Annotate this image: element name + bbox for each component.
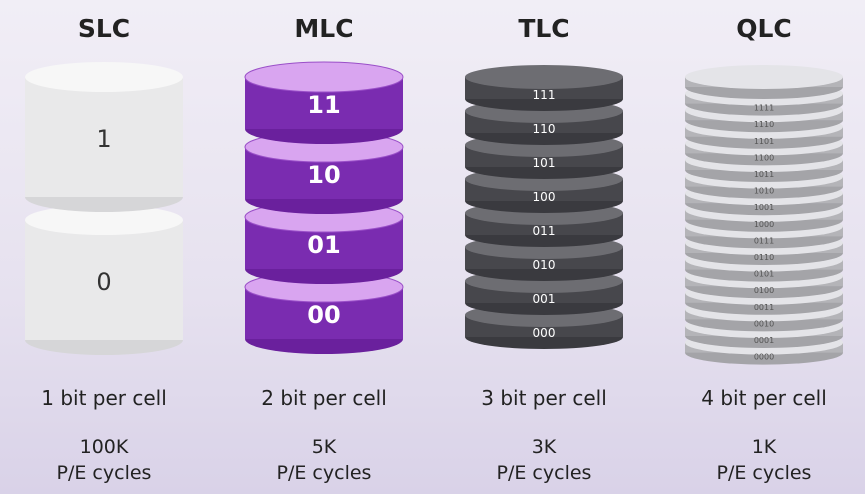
level-label: 11 bbox=[307, 91, 340, 119]
level-label: 001 bbox=[533, 292, 556, 306]
pe-cycles-value: 3K bbox=[531, 436, 557, 458]
level-label: 01 bbox=[307, 231, 340, 259]
column-title: SLC bbox=[77, 14, 131, 43]
level-label: 1011 bbox=[754, 170, 774, 179]
level-label: 011 bbox=[533, 224, 556, 238]
cell-level-disk: 1 bbox=[25, 62, 183, 212]
level-label: 0001 bbox=[754, 336, 774, 345]
level-label: 111 bbox=[533, 88, 556, 102]
level-label: 1100 bbox=[754, 153, 774, 162]
pe-cycles-label: P/E cycles bbox=[276, 462, 372, 484]
level-label: 0 bbox=[96, 268, 111, 296]
cell-level-disk: 11 bbox=[244, 61, 404, 144]
level-label: 1101 bbox=[754, 137, 774, 146]
level-label: 0000 bbox=[754, 353, 774, 362]
column-mlc: MLC 2 bit per cell 5K P/E cycles bbox=[214, 0, 434, 494]
level-label: 1110 bbox=[754, 120, 774, 129]
cell-level-disk: 111 bbox=[465, 65, 623, 111]
pe-cycles-label: P/E cycles bbox=[716, 462, 812, 484]
pe-cycles-label: P/E cycles bbox=[496, 462, 592, 484]
level-label: 010 bbox=[533, 258, 556, 272]
level-label: 0011 bbox=[754, 303, 774, 312]
level-label: 1 bbox=[96, 125, 111, 153]
bits-per-cell: 1 bit per cell bbox=[41, 386, 167, 410]
level-label: 10 bbox=[307, 161, 340, 189]
level-label: 0010 bbox=[754, 319, 774, 328]
level-label: 1010 bbox=[754, 187, 774, 196]
pe-cycles-value: 1K bbox=[751, 436, 777, 458]
pe-cycles-value: 5K bbox=[311, 436, 337, 458]
bits-per-cell: 4 bit per cell bbox=[701, 386, 827, 410]
level-label: 1111 bbox=[754, 104, 774, 113]
column-title: TLC bbox=[518, 14, 570, 43]
level-label: 000 bbox=[533, 326, 556, 340]
bits-per-cell: 3 bit per cell bbox=[481, 386, 607, 410]
stack-qlc: 0000 0001 0010 0011 0100 0101 0110 0111 1000 1001… bbox=[685, 65, 843, 365]
level-label: 00 bbox=[307, 301, 340, 329]
level-label: 0110 bbox=[754, 253, 774, 262]
pe-cycles-value: 100K bbox=[79, 436, 129, 458]
level-label: 1001 bbox=[754, 203, 774, 212]
column-tlc: TLC 3 bit per cell 3K P/E cycles bbox=[434, 0, 654, 494]
pe-cycles-label: P/E cycles bbox=[56, 462, 152, 484]
stack-mlc: 00 01 10 11 bbox=[244, 61, 404, 354]
bits-per-cell: 2 bit per cell bbox=[261, 386, 387, 410]
cell-level-disk: 10 bbox=[244, 131, 404, 214]
column-qlc: QLC 4 bit per cell 1K P/E cycles bbox=[654, 0, 865, 494]
cell-level-disk bbox=[685, 65, 843, 99]
column-title: MLC bbox=[294, 14, 354, 43]
level-label: 0111 bbox=[754, 236, 774, 245]
level-label: 100 bbox=[533, 190, 556, 204]
column-title: QLC bbox=[736, 14, 792, 43]
stack-slc: 01 bbox=[25, 62, 183, 355]
level-label: 0101 bbox=[754, 270, 774, 279]
cell-level-disk: 000 bbox=[465, 303, 623, 349]
level-label: 0100 bbox=[754, 286, 774, 295]
stack-tlc: 000 001 010 011 100 101 110 111 bbox=[465, 65, 623, 349]
level-label: 110 bbox=[533, 122, 556, 136]
cell-level-disk: 0 bbox=[25, 205, 183, 355]
cell-level-disk: 010 bbox=[465, 235, 623, 281]
column-slc: SLC 1 bit per cell 100K P/E cycles bbox=[0, 0, 214, 494]
level-label: 1000 bbox=[754, 220, 774, 229]
level-label: 101 bbox=[533, 156, 556, 170]
